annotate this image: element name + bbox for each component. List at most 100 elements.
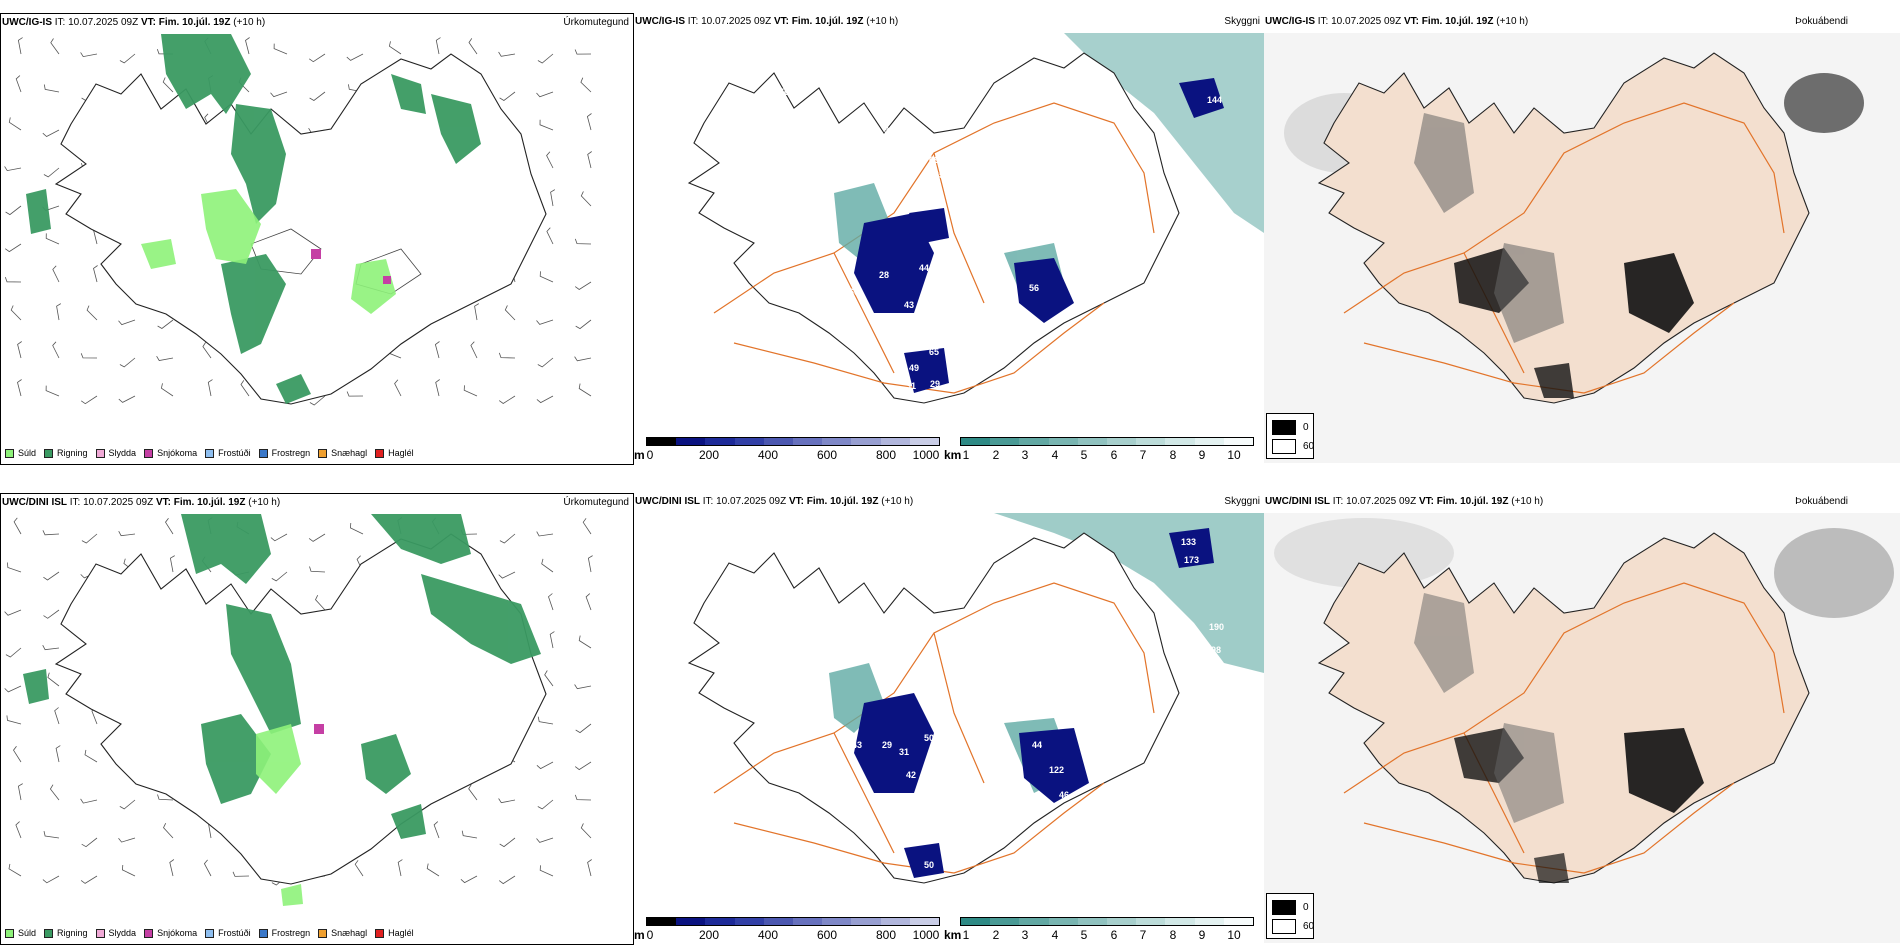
wind-barb: [157, 794, 174, 801]
panel-header: UWC/IG-IS IT: 10.07.2025 09Z VT: Fim. 10…: [635, 16, 899, 27]
wind-barb: [80, 798, 98, 804]
visibility-tick: 1: [962, 448, 970, 462]
cloud-panel-top: UWC/IG-IS IT: 10.07.2025 09Z VT: Fim. 10…: [634, 13, 1264, 465]
wind-barb: [13, 745, 22, 763]
ceiling-label: 190: [1209, 622, 1224, 632]
panel-header: UWC/DINI ISL IT: 10.07.2025 09Z VT: Fim.…: [1265, 496, 1544, 507]
wind-barb: [8, 117, 22, 131]
wind-barb: [574, 684, 592, 690]
wind-barb: [17, 37, 23, 55]
ceiling-colorbar-strip: [646, 437, 940, 446]
wind-barb: [273, 43, 288, 55]
visibility-tick: 8: [1169, 448, 1177, 462]
variable-title: Þokuábendi: [1795, 16, 1848, 27]
ceiling-colorbar: m 0 200 400 600 800 1000: [634, 917, 940, 942]
ceiling-label: 79: [884, 683, 894, 693]
wind-barb: [575, 319, 592, 330]
wind-barb: [468, 38, 478, 55]
wind-barb: [578, 635, 592, 649]
visibility-tick: 7: [1139, 928, 1147, 942]
wind-barb: [434, 341, 440, 359]
precip-panel-top: UWC/IG-IS IT: 10.07.2025 09Z VT: Fim. 10…: [0, 13, 634, 465]
ceiling-unit: m: [634, 448, 645, 462]
wind-barb: [15, 75, 22, 93]
ceiling-label: 69: [929, 155, 939, 165]
wind-barb: [349, 522, 364, 535]
wind-barb: [498, 798, 516, 804]
wind-barb: [574, 356, 592, 362]
wind-barb: [574, 761, 592, 771]
fog-legend-swatch: [1272, 439, 1296, 454]
ceiling-tick: 600: [816, 448, 838, 462]
visibility-colorbar: km 1 2 3 4 5 6 7 8 9 10: [944, 917, 1254, 942]
legend-swatch: [144, 928, 154, 938]
ceiling-label: 29: [930, 379, 940, 389]
wind-barb: [388, 41, 402, 55]
wind-barb: [118, 319, 136, 326]
fog-legend: 0 60: [1266, 893, 1314, 939]
wind-barb: [45, 385, 60, 397]
wind-barb: [575, 723, 592, 734]
wind-barb: [270, 91, 288, 98]
wind-barb: [550, 189, 556, 207]
model-name: UWC/IG-IS: [2, 17, 52, 28]
wind-barb: [537, 53, 554, 64]
precip-sleet-areas: [314, 724, 324, 734]
ceiling-tick: 200: [698, 928, 720, 942]
ceiling-tick: 200: [698, 448, 720, 462]
legend-swatch: [258, 448, 268, 458]
precip-rain-areas: [23, 514, 541, 839]
wind-barb: [461, 830, 478, 839]
fog-legend-label: 0: [1303, 422, 1309, 433]
variable-title: Skyggni: [1224, 496, 1260, 507]
wind-barb: [119, 799, 136, 810]
fog-legend-label: 0: [1303, 902, 1309, 913]
legend-swatch: [205, 928, 215, 938]
wind-barb: [394, 379, 402, 397]
ceiling-tick: 1000: [912, 448, 940, 462]
ceiling-label: 56: [1029, 283, 1039, 293]
legend-swatch: [375, 448, 385, 458]
wind-barb: [539, 865, 554, 877]
wind-barb: [119, 53, 136, 64]
wind-barb: [397, 859, 403, 877]
model-name: UWC/DINI ISL: [2, 497, 67, 508]
wind-barb: [207, 379, 213, 397]
ceiling-tick: 600: [816, 928, 838, 942]
fog-grey-areas: [1414, 593, 1564, 823]
wind-barb: [43, 84, 60, 93]
wind-barb: [80, 52, 98, 58]
model-name: UWC/DINI ISL: [1265, 496, 1330, 507]
fog-panel-top: UWC/IG-IS IT: 10.07.2025 09Z VT: Fim. 10…: [1264, 13, 1900, 465]
precip-legend: Súld Rigning Slydda Snjókoma Frostúði Fr…: [5, 448, 414, 458]
wind-barb: [546, 227, 554, 245]
wind-barb: [498, 51, 516, 57]
fog-legend-swatch: [1272, 420, 1296, 435]
wind-barb: [4, 685, 22, 693]
wind-barb: [574, 794, 592, 801]
wind-barb: [582, 518, 592, 535]
wind-barb: [433, 821, 440, 839]
visibility-tick: 7: [1139, 448, 1147, 462]
wind-barb: [43, 609, 60, 619]
wind-barb: [80, 395, 98, 405]
wind-barb: [17, 379, 22, 397]
wind-barb: [580, 77, 592, 93]
model-name: UWC/DINI ISL: [635, 496, 700, 507]
wind-barb: [49, 784, 60, 801]
wind-barb: [541, 558, 554, 573]
legend-swatch: [95, 448, 105, 458]
fog-map: [1264, 513, 1900, 943]
wind-barb: [7, 562, 22, 573]
visibility-tick: 5: [1080, 928, 1088, 942]
wind-barb: [165, 517, 174, 535]
visibility-tick: 1: [962, 928, 970, 942]
wind-barb: [346, 53, 364, 61]
ceiling-label: 49: [909, 363, 919, 373]
wind-barb: [536, 395, 554, 404]
legend-item: Rigning: [44, 448, 88, 458]
wind-barb: [536, 837, 554, 843]
wind-barb: [308, 53, 326, 63]
ceiling-label: 44: [1032, 740, 1042, 750]
legend-item: Rigning: [44, 928, 88, 938]
